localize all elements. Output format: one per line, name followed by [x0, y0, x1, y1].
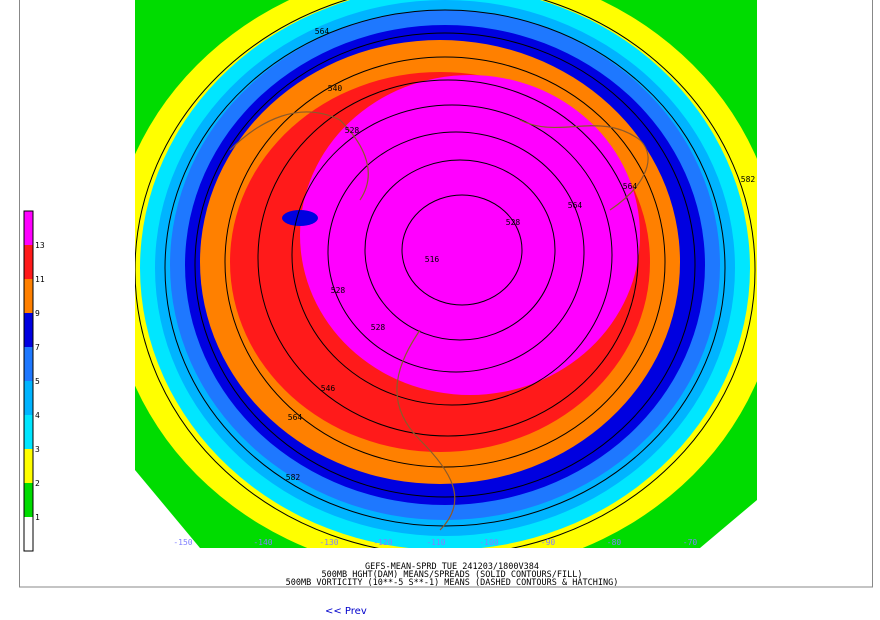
- longitude-label: -90: [541, 538, 556, 547]
- longitude-label: -150: [173, 538, 192, 547]
- legend-label: 3: [35, 445, 40, 454]
- legend: 13 11 9 7 5 4 3 2 1: [23, 210, 45, 552]
- contour-label: 546: [321, 384, 336, 393]
- contour-label: 528: [345, 126, 360, 135]
- contour-label: 564: [623, 182, 638, 191]
- contour-label: 564: [568, 201, 583, 210]
- contour-label: 564: [288, 413, 303, 422]
- caption-line: GEFS-MEAN-SPRD TUE 241203/1800V384: [365, 562, 539, 572]
- legend-swatch: [24, 279, 33, 313]
- legend-swatch: [24, 449, 33, 483]
- legend-label: 11: [35, 275, 45, 284]
- longitude-label: -100: [479, 538, 498, 547]
- contour-label: 528: [331, 286, 346, 295]
- longitude-label: -80: [607, 538, 622, 547]
- legend-label: 2: [35, 479, 40, 488]
- contour-label: 528: [371, 323, 386, 332]
- legend-border: [23, 210, 34, 552]
- longitude-label: -130: [319, 538, 338, 547]
- caption-line: 500MB VORTICITY (10**-5 S**-1) MEANS (DA…: [286, 578, 619, 588]
- legend-label: 9: [35, 309, 40, 318]
- contour-labels: 564 540 528 582 564 564 528 516 528 528 546 564 582: [286, 27, 756, 482]
- frame: [19, 0, 873, 588]
- legend-label: 5: [35, 377, 40, 386]
- legend-swatch: [24, 313, 33, 347]
- longitude-labels: -150 -140 -130 -120 -110 -100 -90 -80 -70: [173, 538, 697, 547]
- longitude-label: -140: [253, 538, 272, 547]
- legend-swatch: [24, 211, 33, 245]
- legend-swatch: [24, 415, 33, 449]
- contour-label: 516: [425, 255, 440, 264]
- legend-label: 4: [35, 411, 40, 420]
- legend-swatch: [24, 347, 33, 381]
- legend-swatch: [24, 245, 33, 279]
- prev-link[interactable]: << Prev: [325, 606, 367, 617]
- map: [135, 0, 757, 548]
- contour-label: 540: [328, 84, 343, 93]
- longitude-label: -110: [426, 538, 445, 547]
- legend-swatch: [24, 483, 33, 517]
- longitude-label: -70: [683, 538, 698, 547]
- legend-label: 1: [35, 513, 40, 522]
- contour-label: 582: [741, 175, 756, 184]
- legend-label: 7: [35, 343, 40, 352]
- legend-swatch: [24, 381, 33, 415]
- longitude-label: -120: [373, 538, 392, 547]
- legend-swatch: [24, 517, 33, 551]
- legend-label: 13: [35, 241, 45, 250]
- figure: 564540528582564564528516528528546564582 …: [19, 0, 873, 588]
- contour-label: 528: [506, 218, 521, 227]
- contour-label: 564: [315, 27, 330, 36]
- contour-label: 582: [286, 473, 301, 482]
- caption-line: 500MB HGHT(DAM) MEANS/SPREADS (SOLID CON…: [322, 570, 583, 580]
